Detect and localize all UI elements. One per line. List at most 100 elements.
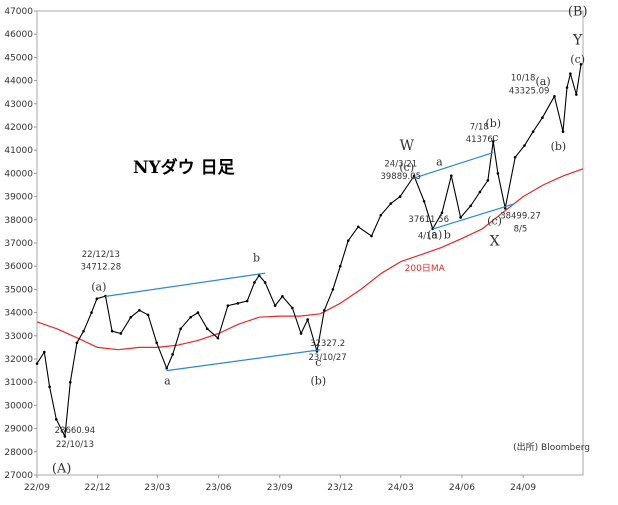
- price-point: [553, 94, 556, 98]
- y-tick-label: 39000: [4, 193, 33, 203]
- price-point: [165, 366, 168, 370]
- value-annotation: 22/12/13: [82, 250, 120, 260]
- price-point: [82, 329, 85, 333]
- wave-label: (A): [52, 462, 72, 477]
- value-annotation: 28660.94: [55, 426, 96, 436]
- price-point: [398, 195, 402, 198]
- price-point: [565, 86, 569, 89]
- x-tick-label: 23/09: [267, 483, 293, 493]
- price-point: [95, 297, 99, 300]
- price-point: [171, 353, 174, 356]
- y-tick-label: 35000: [4, 285, 33, 295]
- price-point: [257, 274, 261, 277]
- price-point: [263, 281, 267, 284]
- price-point: [189, 315, 192, 319]
- price-point: [35, 362, 39, 365]
- y-tick-label: 37000: [4, 239, 33, 249]
- wave-label: (c): [399, 161, 414, 174]
- price-point: [226, 304, 230, 307]
- price-point: [422, 199, 426, 203]
- price-point: [491, 140, 495, 143]
- price-point: [273, 304, 277, 307]
- price-point: [370, 234, 373, 238]
- y-tick-label: 43000: [4, 100, 33, 110]
- value-annotation: 34712.28: [81, 263, 122, 273]
- wave-label: c: [315, 356, 321, 369]
- value-annotation: 8/5: [514, 224, 528, 234]
- wave-label: W: [400, 138, 415, 154]
- price-point: [90, 311, 93, 314]
- trend-channel-line: [166, 349, 321, 372]
- value-annotation: 4/18: [418, 231, 437, 241]
- value-annotation: 38499.27: [500, 212, 541, 222]
- price-point: [541, 116, 544, 120]
- wave-label: X: [490, 233, 500, 249]
- y-tick-label: 46000: [4, 30, 33, 40]
- price-point: [68, 380, 72, 384]
- price-point: [412, 174, 416, 178]
- value-annotation: 41376: [466, 135, 493, 145]
- value-annotation: 32327.2: [310, 339, 345, 349]
- value-annotation: 43325.09: [509, 86, 550, 96]
- value-annotation: 39889.05: [380, 172, 421, 182]
- y-tick-label: 41000: [4, 146, 33, 156]
- value-annotation: 7/18: [470, 122, 489, 132]
- wave-label: (c): [570, 53, 585, 66]
- price-point: [129, 315, 133, 319]
- wave-label: a: [164, 375, 171, 388]
- price-point: [486, 179, 490, 182]
- price-point: [469, 204, 472, 208]
- value-annotation: 23/10/27: [309, 353, 347, 363]
- y-tick-label: 44000: [4, 77, 33, 87]
- wave-label: b: [253, 252, 260, 265]
- price-point: [561, 130, 565, 133]
- x-tick-label: 22/12: [85, 483, 111, 493]
- price-point: [450, 174, 453, 178]
- price-point: [281, 295, 284, 298]
- price-point: [119, 332, 123, 335]
- price-point: [146, 313, 150, 317]
- plot-frame: [36, 10, 584, 476]
- ma-label: 200日MA: [405, 263, 446, 274]
- wave-label: (c): [487, 214, 502, 227]
- price-point: [236, 302, 240, 305]
- x-tick-label: 24/03: [388, 483, 414, 493]
- wave-label: Y: [572, 33, 583, 49]
- y-tick-label: 30000: [4, 401, 33, 411]
- y-tick-label: 45000: [4, 53, 33, 63]
- price-point: [478, 190, 482, 194]
- y-tick-label: 40000: [4, 169, 33, 179]
- x-tick-label: 23/06: [206, 483, 232, 493]
- price-point: [299, 332, 303, 335]
- y-tick-label: 29000: [4, 425, 33, 435]
- price-point: [75, 341, 79, 345]
- price-point: [331, 288, 335, 291]
- price-point: [531, 130, 535, 133]
- y-tick-label: 33000: [4, 332, 33, 342]
- x-tick-label: 23/03: [144, 483, 170, 493]
- ma-200-series-line: [36, 168, 584, 351]
- value-annotation: 10/18: [511, 74, 536, 84]
- y-tick-label: 28000: [4, 448, 33, 458]
- wave-label: a: [436, 155, 443, 168]
- price-point: [291, 306, 294, 310]
- value-annotation: 37611.56: [408, 215, 449, 225]
- y-tick-label: 32000: [4, 355, 33, 365]
- y-tick-label: 47000: [4, 7, 33, 17]
- x-tick-label: 23/12: [327, 483, 353, 493]
- price-point: [346, 239, 350, 242]
- trend-channel-line: [105, 272, 266, 297]
- price-point: [389, 202, 393, 205]
- trend-channel-line: [413, 151, 494, 179]
- price-point: [216, 336, 220, 340]
- y-tick-label: 36000: [4, 262, 33, 272]
- y-tick-label: 27000: [4, 471, 33, 481]
- price-point: [54, 418, 58, 421]
- price-point: [459, 216, 462, 219]
- price-point: [245, 299, 249, 303]
- x-tick-label: 24/06: [449, 483, 475, 493]
- price-point: [356, 225, 360, 229]
- price-point: [48, 385, 51, 389]
- trend-channel-line: [432, 202, 516, 230]
